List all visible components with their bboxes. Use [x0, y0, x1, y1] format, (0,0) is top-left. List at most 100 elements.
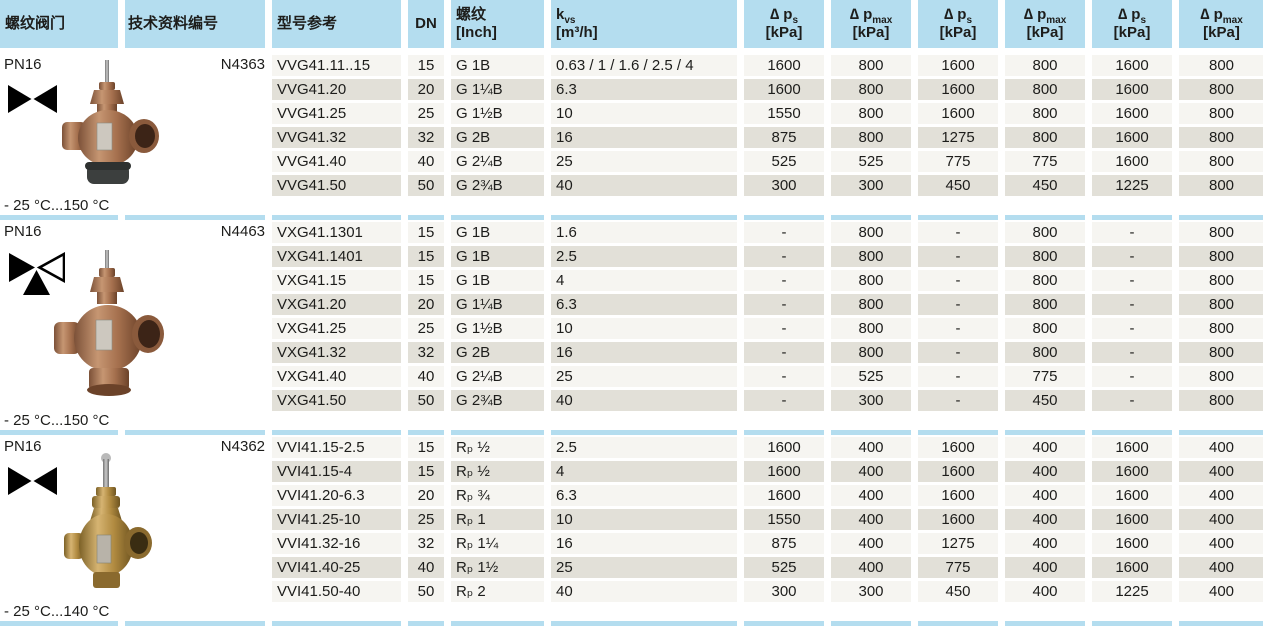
- two-way-valve-icon: [8, 467, 57, 495]
- column-header-doc-number: 技术资料编号: [125, 0, 265, 48]
- pressure-cell: 800: [1005, 222, 1085, 243]
- pressure-cell: 800: [1179, 103, 1263, 124]
- pressure-cell: -: [918, 366, 998, 387]
- sections-root: PN16 N4363 VVG41.11..15 15 G 1B 0.63 / 1 / 1.…: [0, 55, 1263, 626]
- pressure-cell: 800: [831, 342, 911, 363]
- kvs-cell: 6.3: [551, 79, 737, 100]
- pressure-cell: 800: [831, 55, 911, 76]
- section-left-panel: PN16 N4362: [0, 437, 272, 619]
- column-header-model: 型号参考: [272, 0, 401, 48]
- kvs-cell: 2.5: [551, 437, 737, 458]
- pressure-cell: 400: [1005, 485, 1085, 506]
- pressure-cell: 1600: [744, 79, 824, 100]
- pressure-cell: 450: [1005, 175, 1085, 196]
- dn-cell: 50: [408, 581, 444, 602]
- dn-cell: 20: [408, 485, 444, 506]
- dn-cell: 50: [408, 175, 444, 196]
- pressure-cell: 1600: [918, 437, 998, 458]
- pressure-cell: 300: [831, 581, 911, 602]
- pressure-cell: -: [1092, 342, 1172, 363]
- divider-segment: [0, 215, 118, 220]
- pressure-cell: -: [918, 390, 998, 411]
- divider-segment: [831, 621, 911, 626]
- pressure-cell: -: [918, 270, 998, 291]
- pressure-cell: 800: [1179, 270, 1263, 291]
- pressure-cell: 400: [831, 533, 911, 554]
- dn-cell: 15: [408, 222, 444, 243]
- divider-segment: [744, 430, 824, 435]
- pressure-cell: 800: [831, 222, 911, 243]
- kvs-cell: 10: [551, 103, 737, 124]
- model-cell: VVI41.15-4: [272, 461, 401, 482]
- pressure-cell: 800: [1179, 175, 1263, 196]
- pressure-cell: 1225: [1092, 175, 1172, 196]
- dn-cell: 15: [408, 55, 444, 76]
- pressure-cell: 400: [1179, 437, 1263, 458]
- divider-segment: [451, 215, 544, 220]
- pressure-cell: 300: [744, 175, 824, 196]
- kvs-cell: 4: [551, 461, 737, 482]
- pressure-cell: 800: [1005, 103, 1085, 124]
- divider-segment: [0, 430, 118, 435]
- pressure-cell: 800: [831, 318, 911, 339]
- dn-cell: 15: [408, 246, 444, 267]
- kvs-cell: 16: [551, 533, 737, 554]
- thread-cell: G 1¼B: [451, 79, 544, 100]
- thread-cell: Rₚ 1¼: [451, 533, 544, 554]
- divider-segment: [1179, 215, 1263, 220]
- pressure-cell: -: [918, 342, 998, 363]
- thread-cell: G 1B: [451, 270, 544, 291]
- model-cell: VXG41.1401: [272, 246, 401, 267]
- pressure-cell: 800: [831, 270, 911, 291]
- divider-segment: [272, 621, 401, 626]
- model-cell: VVG41.40: [272, 151, 401, 172]
- pressure-cell: 525: [744, 151, 824, 172]
- pressure-cell: 1600: [1092, 533, 1172, 554]
- pressure-cell: 775: [1005, 366, 1085, 387]
- model-cell: VVI41.25-10: [272, 509, 401, 530]
- pressure-cell: 1600: [918, 103, 998, 124]
- pressure-cell: 525: [744, 557, 824, 578]
- dn-cell: 40: [408, 151, 444, 172]
- thread-cell: Rₚ ½: [451, 437, 544, 458]
- kvs-cell: 25: [551, 151, 737, 172]
- model-cell: VXG41.15: [272, 270, 401, 291]
- model-cell: VVI41.15-2.5: [272, 437, 401, 458]
- pn-rating-label: PN16: [4, 438, 42, 455]
- pressure-cell: 400: [1179, 557, 1263, 578]
- column-header-dpmax-2: ∆ pmax [kPa]: [1005, 0, 1085, 48]
- dn-cell: 32: [408, 127, 444, 148]
- pressure-cell: 800: [1005, 318, 1085, 339]
- kvs-cell: 16: [551, 342, 737, 363]
- pressure-cell: 1275: [918, 533, 998, 554]
- thread-cell: G 1B: [451, 222, 544, 243]
- pressure-cell: -: [744, 390, 824, 411]
- pressure-cell: 800: [1005, 246, 1085, 267]
- pressure-cell: 400: [1179, 509, 1263, 530]
- pressure-cell: -: [1092, 366, 1172, 387]
- valve-photo: [50, 250, 168, 408]
- divider-segment: [551, 215, 737, 220]
- pressure-cell: -: [1092, 390, 1172, 411]
- pressure-cell: 1600: [1092, 509, 1172, 530]
- thread-cell: Rₚ ¾: [451, 485, 544, 506]
- pressure-cell: 800: [1179, 55, 1263, 76]
- thread-cell: Rₚ 1: [451, 509, 544, 530]
- valve-photo: [60, 453, 156, 595]
- pressure-cell: 1600: [744, 437, 824, 458]
- column-header-dps-2: ∆ ps [kPa]: [918, 0, 998, 48]
- dn-cell: 50: [408, 390, 444, 411]
- thread-cell: G 2¾B: [451, 175, 544, 196]
- doc-number: N4363: [220, 56, 265, 73]
- pressure-cell: -: [918, 246, 998, 267]
- divider-segment: [551, 621, 737, 626]
- pressure-cell: -: [918, 222, 998, 243]
- model-cell: VXG41.32: [272, 342, 401, 363]
- pressure-cell: 1600: [1092, 79, 1172, 100]
- kvs-cell: 16: [551, 127, 737, 148]
- pressure-cell: 775: [918, 557, 998, 578]
- model-cell: VVG41.50: [272, 175, 401, 196]
- divider-segment: [125, 215, 265, 220]
- section-left-panel: PN16 N4363: [0, 55, 272, 213]
- section-table: VVI41.15-2.5 15 Rₚ ½ 2.5 1600 400 1600 400 1600 4…: [272, 437, 1263, 602]
